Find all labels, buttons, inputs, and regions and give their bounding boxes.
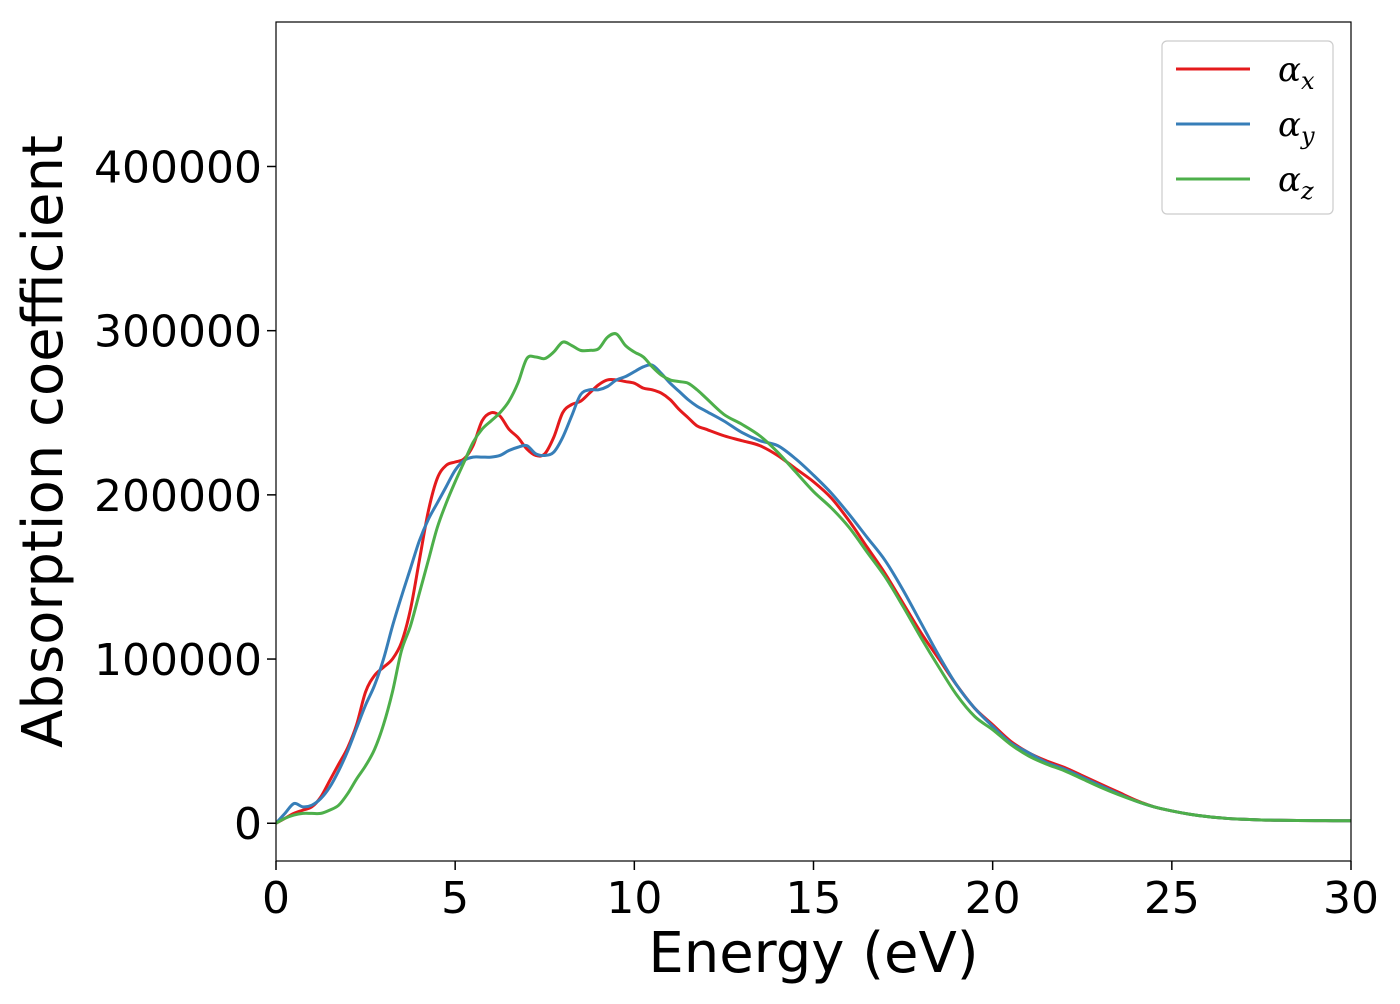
x-tick-label: 30 xyxy=(1323,873,1379,924)
legend-label-base: α xyxy=(1278,50,1301,90)
x-tick-label: 15 xyxy=(786,873,842,924)
y-tick-label: 200000 xyxy=(94,471,262,522)
legend-label-base: α xyxy=(1278,160,1301,200)
legend-label-base: α xyxy=(1278,105,1301,145)
x-axis-label: Energy (eV) xyxy=(648,921,978,986)
x-tick-label: 5 xyxy=(441,873,469,924)
y-tick-label: 400000 xyxy=(94,142,262,193)
x-tick-label: 25 xyxy=(1144,873,1200,924)
y-tick-label: 100000 xyxy=(94,635,262,686)
y-tick-label: 300000 xyxy=(94,307,262,358)
legend-label: αx xyxy=(1278,50,1315,95)
x-axis: 0 5 10 15 20 25 30 xyxy=(262,861,1379,924)
x-tick-label: 20 xyxy=(965,873,1021,924)
y-axis-label: Absorption coefficient xyxy=(11,135,76,748)
legend-label-subscript: z xyxy=(1300,177,1314,205)
legend-item-y: αy xyxy=(1176,105,1315,150)
series-layer xyxy=(276,332,1351,825)
legend-label: αz xyxy=(1278,160,1314,205)
legend-label: αy xyxy=(1278,105,1315,150)
x-tick-label: 10 xyxy=(606,873,662,924)
legend-label-subscript: y xyxy=(1300,122,1315,150)
x-tick-label: 0 xyxy=(262,873,290,924)
legend-label-subscript: x xyxy=(1301,67,1315,95)
legend-box xyxy=(1161,40,1334,215)
y-tick-label: 0 xyxy=(234,799,262,850)
series-line-z xyxy=(276,332,1351,825)
legend-item-z: αz xyxy=(1176,160,1314,205)
legend-item-x: αx xyxy=(1176,50,1315,95)
y-axis: 0 100000 200000 300000 400000 xyxy=(94,142,276,850)
